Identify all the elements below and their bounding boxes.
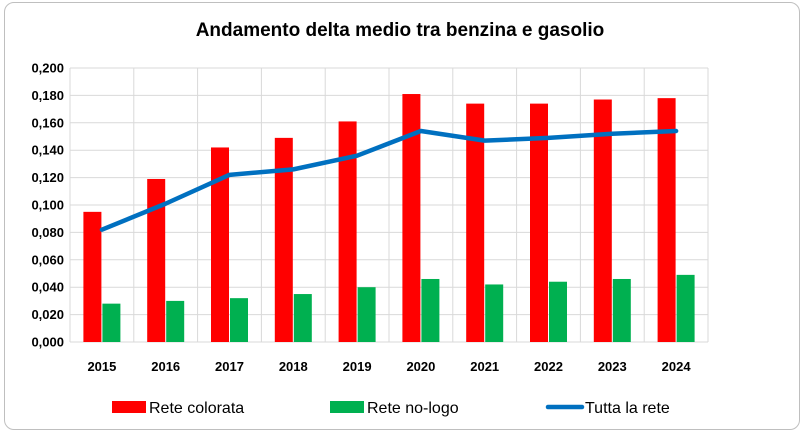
bar-rete-colorata-2024 bbox=[657, 98, 676, 342]
x-tick-label: 2022 bbox=[534, 359, 563, 374]
bar-rete-no-logo-2018 bbox=[293, 294, 312, 342]
bar-rete-colorata-2021 bbox=[466, 103, 485, 343]
y-tick-label: 0,000 bbox=[31, 335, 64, 350]
bars bbox=[83, 94, 695, 343]
x-tick-label: 2020 bbox=[406, 359, 435, 374]
chart-title: Andamento delta medio tra benzina e gaso… bbox=[195, 20, 605, 41]
y-tick-label: 0,160 bbox=[31, 115, 64, 130]
y-tick-label: 0,020 bbox=[31, 307, 64, 322]
bar-rete-colorata-2016 bbox=[147, 178, 166, 342]
bar-rete-no-logo-2022 bbox=[549, 281, 567, 342]
bar-rete-no-logo-2017 bbox=[230, 298, 248, 342]
y-tick-label: 0,080 bbox=[31, 225, 64, 240]
bar-rete-colorata-2023 bbox=[593, 99, 612, 342]
x-tick-label: 2021 bbox=[470, 359, 499, 374]
bar-rete-no-logo-2024 bbox=[676, 274, 695, 342]
line-tutta-la-rete bbox=[99, 128, 679, 232]
bar-rete-colorata-2022 bbox=[530, 103, 548, 343]
x-axis-ticks: 2015 2016 2017 2018 2019 2020 2021 2022 2023 2024 bbox=[87, 359, 691, 374]
bar-rete-no-logo-2020 bbox=[421, 278, 440, 342]
line-series bbox=[99, 128, 679, 232]
y-tick-label: 0,040 bbox=[31, 280, 64, 295]
x-tick-label: 2015 bbox=[87, 359, 116, 374]
bar-rete-colorata-2018 bbox=[274, 137, 293, 342]
legend: Rete colorata Rete no-logo Tutta la rete bbox=[112, 400, 670, 417]
y-tick-label: 0,060 bbox=[31, 252, 64, 267]
legend-swatch bbox=[112, 401, 146, 413]
bar-rete-no-logo-2023 bbox=[612, 278, 631, 342]
y-axis-ticks: 0,000 0,020 0,040 0,060 0,080 0,100 0,120 0,140… bbox=[31, 61, 64, 350]
bar-rete-no-logo-2021 bbox=[485, 284, 504, 342]
y-tick-label: 0,140 bbox=[31, 143, 64, 158]
y-tick-label: 0,120 bbox=[31, 170, 64, 185]
bar-rete-no-logo-2019 bbox=[357, 287, 376, 342]
x-tick-label: 2017 bbox=[215, 359, 244, 374]
bar-rete-colorata-2019 bbox=[338, 121, 357, 343]
x-tick-label: 2019 bbox=[343, 359, 372, 374]
legend-swatch bbox=[330, 401, 364, 413]
bar-rete-no-logo-2016 bbox=[166, 300, 185, 342]
x-tick-label: 2023 bbox=[598, 359, 627, 374]
y-tick-label: 0,100 bbox=[31, 198, 64, 213]
legend-label: Rete no-logo bbox=[367, 400, 459, 417]
legend-label: Rete colorata bbox=[149, 400, 244, 417]
bar-rete-colorata-2020 bbox=[402, 94, 421, 342]
y-tick-label: 0,180 bbox=[31, 88, 64, 103]
x-tick-label: 2024 bbox=[662, 359, 692, 374]
bar-rete-colorata-2017 bbox=[211, 147, 229, 342]
x-tick-label: 2016 bbox=[151, 359, 180, 374]
legend-label: Tutta la rete bbox=[585, 400, 670, 417]
bar-rete-colorata-2015 bbox=[83, 211, 102, 342]
y-tick-label: 0,200 bbox=[31, 61, 64, 76]
x-tick-label: 2018 bbox=[279, 359, 308, 374]
bar-rete-no-logo-2015 bbox=[102, 303, 121, 342]
